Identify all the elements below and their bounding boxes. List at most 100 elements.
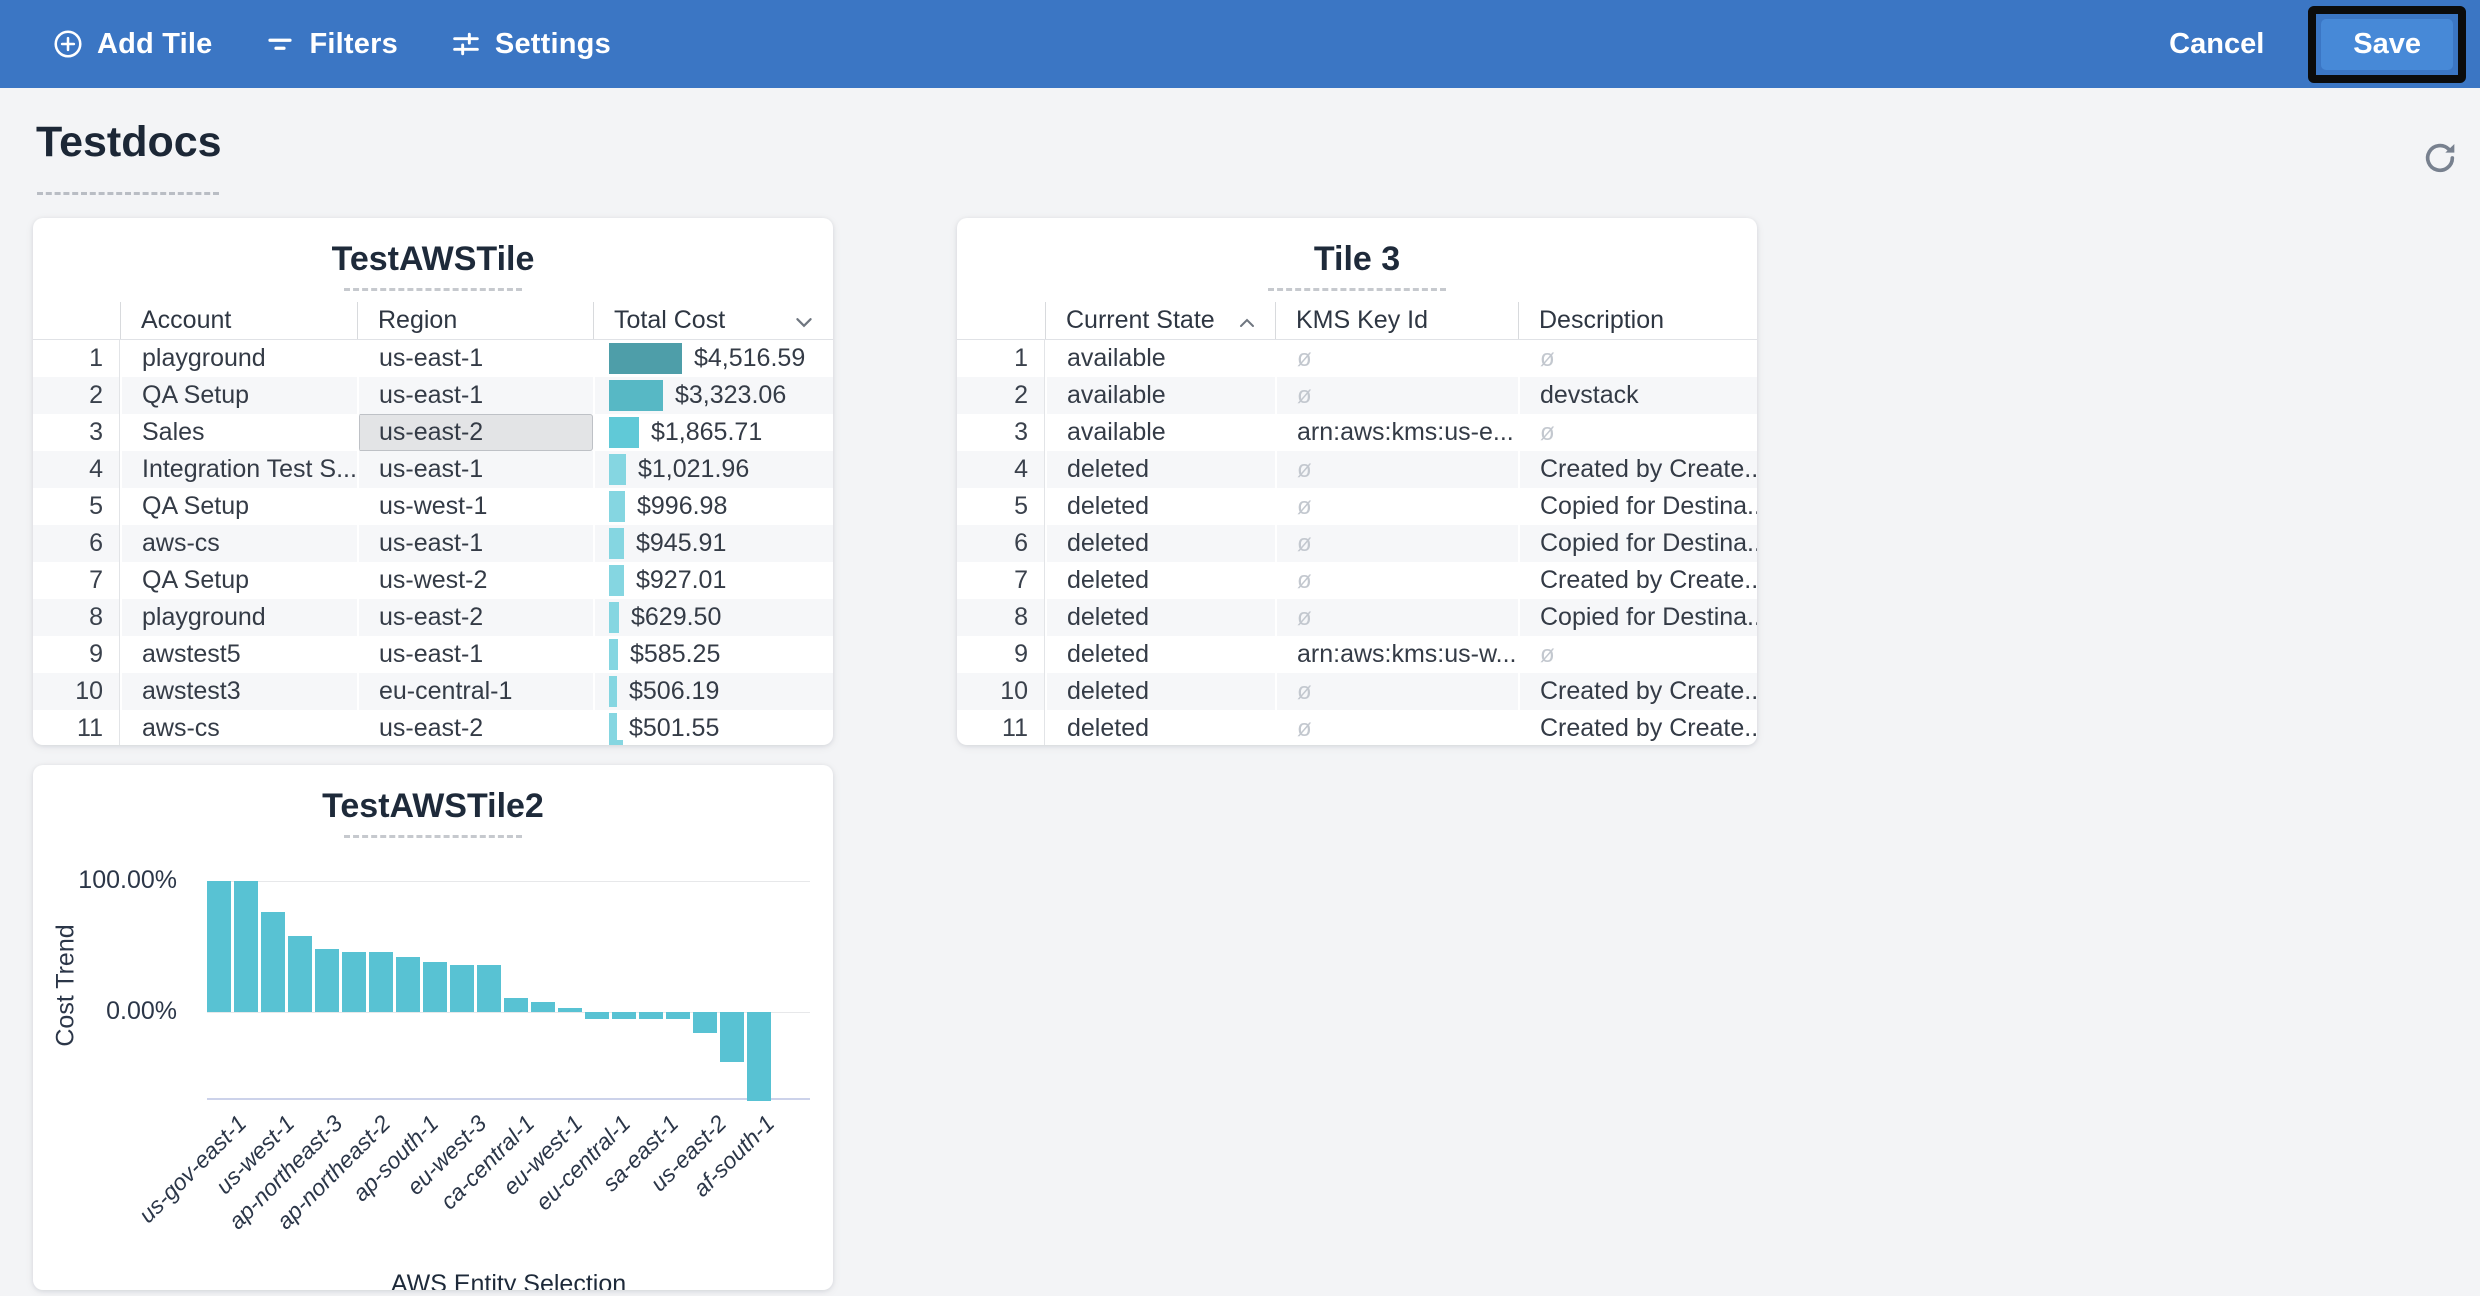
page-title[interactable]: Testdocs: [36, 118, 222, 166]
cell-description[interactable]: Copied for Destina...: [1518, 488, 1757, 525]
cell-region-selected[interactable]: us-east-2: [357, 414, 593, 451]
cell-total-cost[interactable]: $1,021.96: [593, 451, 833, 488]
cell-account[interactable]: Sales: [120, 414, 357, 451]
cell-region[interactable]: us-east-1: [357, 636, 593, 673]
cell-region[interactable]: us-east-1: [357, 377, 593, 414]
cell-kms-key-id[interactable]: ø: [1275, 451, 1518, 488]
table-row: 2 QA Setup us-east-1 $3,323.06: [33, 377, 833, 414]
cell-region[interactable]: us-east-1: [357, 451, 593, 488]
column-header-current-state[interactable]: Current State: [1045, 302, 1275, 339]
cell-total-cost[interactable]: $585.25: [593, 636, 833, 673]
cell-description[interactable]: Created by Create...: [1518, 710, 1757, 745]
cell-kms-key-id[interactable]: ø: [1275, 562, 1518, 599]
cell-kms-key-id[interactable]: ø: [1275, 340, 1518, 377]
cell-current-state[interactable]: available: [1045, 340, 1275, 377]
cell-current-state[interactable]: deleted: [1045, 525, 1275, 562]
cell-kms-key-id[interactable]: ø: [1275, 599, 1518, 636]
cell-region[interactable]: us-east-1: [357, 525, 593, 562]
cell-region[interactable]: us-west-2: [357, 562, 593, 599]
cell-region[interactable]: us-east-2: [357, 710, 593, 745]
tile-title[interactable]: TestAWSTile: [331, 240, 535, 278]
cell-description[interactable]: ø: [1518, 636, 1757, 673]
cell-region[interactable]: us-west-1: [357, 488, 593, 525]
table-body: 1 playground us-east-1 $4,516.59 2 QA Setup us…: [33, 340, 833, 745]
row-number: 2: [957, 377, 1045, 414]
table-row: 10 awstest3 eu-central-1 $506.19: [33, 673, 833, 710]
cell-current-state[interactable]: deleted: [1045, 636, 1275, 673]
cell-total-cost[interactable]: $3,323.06: [593, 377, 833, 414]
chevron-down-icon: [795, 306, 813, 335]
cell-account[interactable]: playground: [120, 340, 357, 377]
column-header-region[interactable]: Region: [357, 302, 593, 339]
cell-kms-key-id[interactable]: ø: [1275, 673, 1518, 710]
cell-account[interactable]: QA Setup: [120, 377, 357, 414]
cell-region[interactable]: eu-central-1: [357, 673, 593, 710]
cell-account[interactable]: awstest3: [120, 673, 357, 710]
cell-total-cost[interactable]: $996.98: [593, 488, 833, 525]
cell-current-state[interactable]: deleted: [1045, 710, 1275, 745]
column-header-total-cost[interactable]: Total Cost: [593, 302, 833, 339]
y-axis-title: Cost Trend: [51, 924, 80, 1047]
refresh-icon[interactable]: [2420, 138, 2460, 178]
cell-kms-key-id[interactable]: ø: [1275, 488, 1518, 525]
cell-kms-key-id[interactable]: ø: [1275, 377, 1518, 414]
table-row: 2 available ø devstack: [957, 377, 1757, 414]
filters-button[interactable]: Filters: [264, 28, 398, 61]
cell-kms-key-id[interactable]: ø: [1275, 710, 1518, 745]
cell-current-state[interactable]: deleted: [1045, 673, 1275, 710]
cell-current-state[interactable]: deleted: [1045, 599, 1275, 636]
add-tile-button[interactable]: Add Tile: [52, 28, 212, 61]
cell-total-cost[interactable]: $1,865.71: [593, 414, 833, 451]
cell-kms-key-id[interactable]: arn:aws:kms:us-e...: [1275, 414, 1518, 451]
cell-description[interactable]: devstack: [1518, 377, 1757, 414]
cell-description[interactable]: Created by Create...: [1518, 673, 1757, 710]
cell-account[interactable]: aws-cs: [120, 710, 357, 745]
cell-kms-key-id[interactable]: ø: [1275, 525, 1518, 562]
cell-total-cost[interactable]: $501.55: [593, 710, 833, 745]
row-number: 1: [957, 340, 1045, 377]
cell-account[interactable]: QA Setup: [120, 562, 357, 599]
cell-account[interactable]: playground: [120, 599, 357, 636]
cell-kms-key-id[interactable]: arn:aws:kms:us-w...: [1275, 636, 1518, 673]
cell-current-state[interactable]: available: [1045, 377, 1275, 414]
cell-region[interactable]: us-east-1: [357, 340, 593, 377]
cell-total-cost[interactable]: $945.91: [593, 525, 833, 562]
cell-current-state[interactable]: available: [1045, 414, 1275, 451]
tile-title[interactable]: TestAWSTile2: [322, 787, 544, 825]
chart-bar: [450, 964, 474, 1012]
cell-description[interactable]: ø: [1518, 340, 1757, 377]
settings-button[interactable]: Settings: [450, 28, 611, 61]
cancel-button[interactable]: Cancel: [2169, 27, 2265, 60]
cell-account[interactable]: aws-cs: [120, 525, 357, 562]
chart-bar: [342, 951, 366, 1012]
cell-description[interactable]: Copied for Destina...: [1518, 525, 1757, 562]
cell-description[interactable]: ø: [1518, 414, 1757, 451]
cell-current-state[interactable]: deleted: [1045, 451, 1275, 488]
cell-current-state[interactable]: deleted: [1045, 562, 1275, 599]
cell-total-cost[interactable]: $506.19: [593, 673, 833, 710]
cell-description[interactable]: Created by Create...: [1518, 562, 1757, 599]
column-header-account[interactable]: Account: [120, 302, 357, 339]
cell-current-state[interactable]: deleted: [1045, 488, 1275, 525]
column-header-description[interactable]: Description: [1518, 302, 1757, 339]
cell-total-cost[interactable]: $629.50: [593, 599, 833, 636]
cell-total-cost[interactable]: $927.01: [593, 562, 833, 599]
tile-title-edit-underline: [344, 835, 522, 838]
chevron-up-icon: [1239, 306, 1255, 335]
cell-account[interactable]: awstest5: [120, 636, 357, 673]
cell-total-cost[interactable]: $4,516.59: [593, 340, 833, 377]
null-value-symbol: ø: [1297, 344, 1312, 372]
null-value-symbol: ø: [1297, 603, 1312, 631]
save-button[interactable]: Save: [2321, 18, 2453, 70]
cell-account[interactable]: Integration Test S...: [120, 451, 357, 488]
cell-description[interactable]: Created by Create...: [1518, 451, 1757, 488]
column-header-kms-key-id[interactable]: KMS Key Id: [1275, 302, 1518, 339]
x-axis-line: [207, 1098, 810, 1100]
cost-value: $1,021.96: [638, 455, 750, 483]
cell-account[interactable]: QA Setup: [120, 488, 357, 525]
table-body: 1 available ø ø 2 available ø devstack 3 availabl…: [957, 340, 1757, 745]
cell-region[interactable]: us-east-2: [357, 599, 593, 636]
tile-title[interactable]: Tile 3: [1313, 240, 1401, 278]
cell-description[interactable]: Copied for Destina...: [1518, 599, 1757, 636]
